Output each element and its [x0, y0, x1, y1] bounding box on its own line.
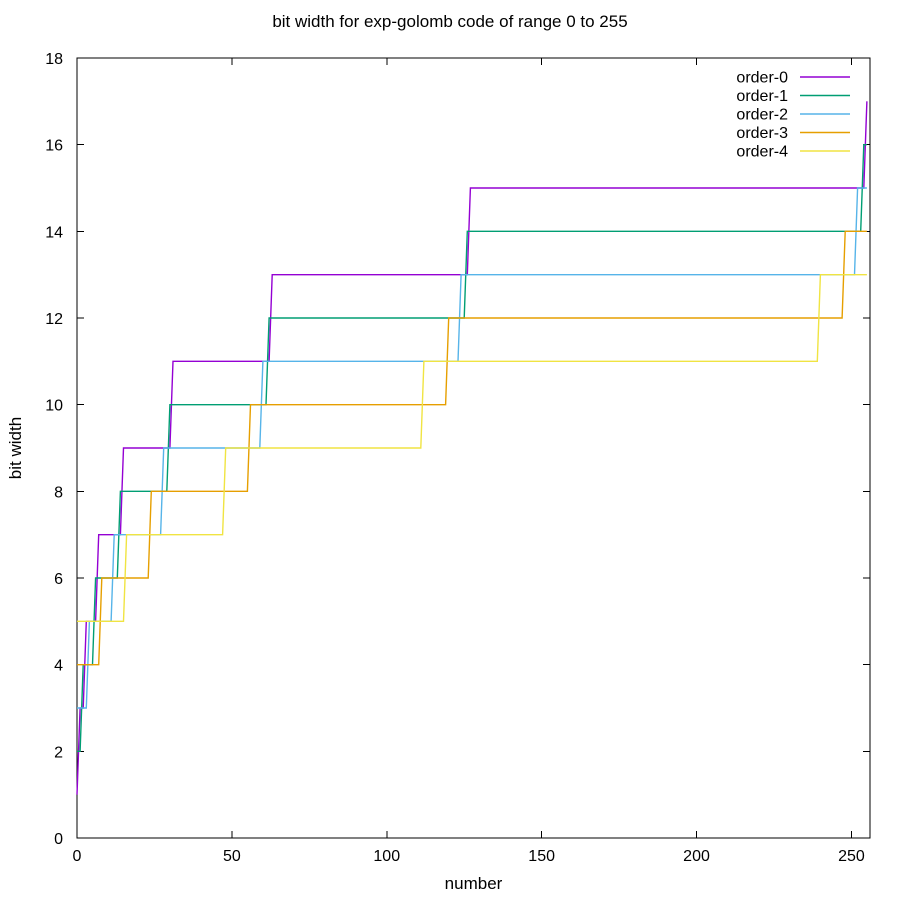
- legend-label-order-2: order-2: [736, 107, 788, 124]
- x-tick-label: 100: [373, 848, 400, 865]
- y-tick-label: 12: [45, 311, 63, 328]
- x-tick-label: 200: [683, 848, 710, 865]
- chart-title: bit width for exp-golomb code of range 0…: [272, 12, 628, 31]
- x-tick-label: 0: [73, 848, 82, 865]
- series-line-order-2: [77, 187, 867, 709]
- x-tick-label: 150: [528, 848, 555, 865]
- y-tick-label: 16: [45, 138, 63, 155]
- y-tick-label: 18: [45, 51, 63, 68]
- x-tick-label: 50: [223, 848, 241, 865]
- legend-label-order-0: order-0: [736, 70, 788, 87]
- y-tick-label: 8: [54, 484, 63, 501]
- y-tick-label: 4: [54, 658, 63, 675]
- legend-label-order-3: order-3: [736, 125, 788, 142]
- x-axis-label: number: [444, 874, 503, 893]
- y-tick-label: 10: [45, 398, 63, 415]
- y-tick-label: 2: [54, 744, 63, 761]
- series-line-order-4: [77, 274, 867, 622]
- plot-border: [76, 57, 871, 839]
- y-tick-label: 0: [54, 831, 63, 848]
- y-tick-label: 6: [54, 571, 63, 588]
- legend-label-order-1: order-1: [736, 88, 788, 105]
- y-tick-label: 14: [45, 224, 63, 241]
- x-tick-label: 250: [838, 848, 865, 865]
- legend-label-order-4: order-4: [736, 144, 788, 161]
